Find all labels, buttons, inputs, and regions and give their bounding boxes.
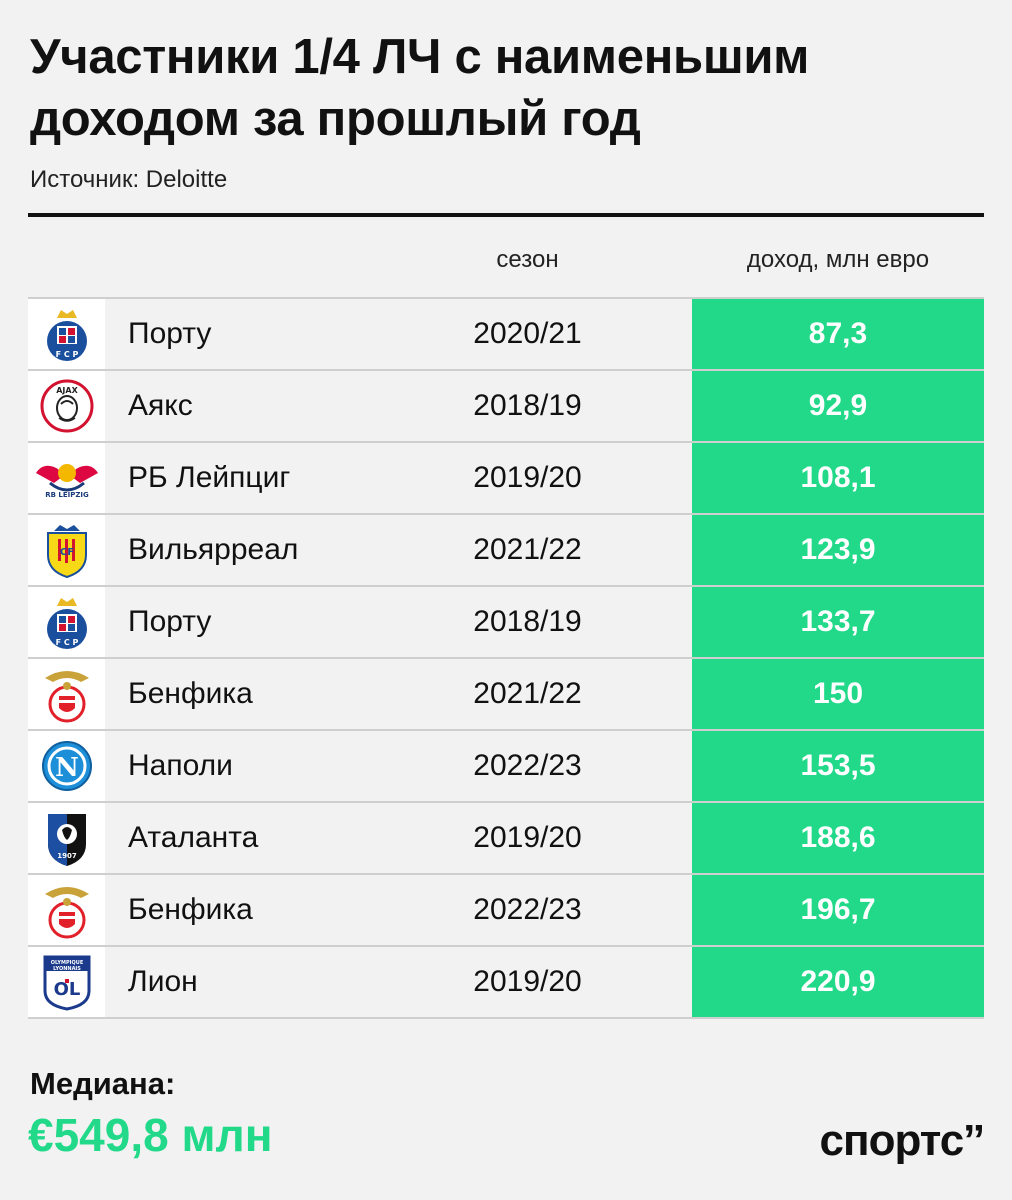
club-name: Аталанта: [128, 821, 259, 854]
table-row: F C P Порту 2018/19 133,7: [28, 585, 984, 657]
income-value: 123,9: [692, 515, 984, 585]
club-name: Аякс: [128, 389, 193, 422]
table-row: RB LEIPZIG РБ Лейпциг 2019/20 108,1: [28, 441, 984, 513]
porto-logo-icon: F C P: [28, 587, 105, 657]
income-value: 133,7: [692, 587, 984, 657]
club-name: Порту: [128, 605, 212, 638]
season-cell: 2022/23: [473, 893, 582, 926]
income-value: 153,5: [692, 731, 984, 801]
table-row: F C P Порту 2020/21 87,3: [28, 297, 984, 369]
benfica-logo-icon: [28, 875, 105, 945]
income-value: 188,6: [692, 803, 984, 873]
table-row: OLYMPIQUE LYONNAIS OL Лион 2019/20 220,9: [28, 945, 984, 1019]
season-cell: 2019/20: [473, 821, 582, 854]
svg-text:1907: 1907: [57, 852, 77, 860]
brand-logo: спортс’’: [819, 1116, 985, 1165]
villarreal-logo-icon: CF: [28, 515, 105, 585]
svg-text:LYONNAIS: LYONNAIS: [53, 966, 81, 972]
napoli-logo-icon: N: [28, 731, 105, 801]
column-header-season: сезон: [496, 246, 559, 273]
table-row: CF Вильярреал 2021/22 123,9: [28, 513, 984, 585]
svg-text:F C P: F C P: [55, 350, 78, 359]
season-cell: 2022/23: [473, 749, 582, 782]
lyon-logo-icon: OLYMPIQUE LYONNAIS OL: [28, 947, 105, 1017]
table-row: 1907 Аталанта 2019/20 188,6: [28, 801, 984, 873]
season-cell: 2020/21: [473, 317, 582, 350]
income-value: 87,3: [692, 299, 984, 369]
club-name: Вильярреал: [128, 533, 299, 566]
svg-text:F C P: F C P: [55, 638, 78, 647]
atalanta-logo-icon: 1907: [28, 803, 105, 873]
income-value: 220,9: [692, 947, 984, 1017]
club-name: Лион: [128, 965, 198, 998]
svg-text:N: N: [55, 753, 79, 783]
season-cell: 2021/22: [473, 533, 582, 566]
ajax-logo-icon: AJAX: [28, 371, 105, 441]
income-value: 92,9: [692, 371, 984, 441]
income-table: F C P Порту 2020/21 87,3 AJAX Аякс 2018/19 9…: [28, 297, 984, 1019]
column-header-income: доход, млн евро: [746, 246, 930, 273]
season-cell: 2018/19: [473, 389, 582, 422]
club-name: Наполи: [128, 749, 233, 782]
club-name: Бенфика: [128, 893, 253, 926]
leipzig-logo-icon: RB LEIPZIG: [28, 443, 105, 513]
club-name: РБ Лейпциг: [128, 461, 291, 494]
benfica-logo-icon: [28, 659, 105, 729]
club-name: Порту: [128, 317, 212, 350]
season-cell: 2019/20: [473, 965, 582, 998]
svg-text:RB LEIPZIG: RB LEIPZIG: [45, 491, 89, 499]
median-label: Медиана:: [30, 1066, 176, 1101]
svg-text:OLYMPIQUE: OLYMPIQUE: [50, 960, 83, 966]
season-cell: 2021/22: [473, 677, 582, 710]
svg-text:CF: CF: [59, 547, 73, 558]
income-value: 150: [692, 659, 984, 729]
svg-text:OL: OL: [53, 979, 80, 1000]
club-name: Бенфика: [128, 677, 253, 710]
table-row: AJAX Аякс 2018/19 92,9: [28, 369, 984, 441]
season-cell: 2019/20: [473, 461, 582, 494]
income-value: 196,7: [692, 875, 984, 945]
season-cell: 2018/19: [473, 605, 582, 638]
table-row: Бенфика 2021/22 150: [28, 657, 984, 729]
table-row: N Наполи 2022/23 153,5: [28, 729, 984, 801]
svg-text:AJAX: AJAX: [56, 386, 78, 395]
porto-logo-icon: F C P: [28, 299, 105, 369]
median-value: €549,8 млн: [28, 1109, 273, 1161]
income-value: 108,1: [692, 443, 984, 513]
source-note: Источник: Deloitte: [30, 166, 228, 193]
header-divider: [28, 213, 984, 217]
page-title: Участники 1/4 ЛЧ с наименьшим доходом за…: [30, 30, 810, 146]
table-row: Бенфика 2022/23 196,7: [28, 873, 984, 945]
